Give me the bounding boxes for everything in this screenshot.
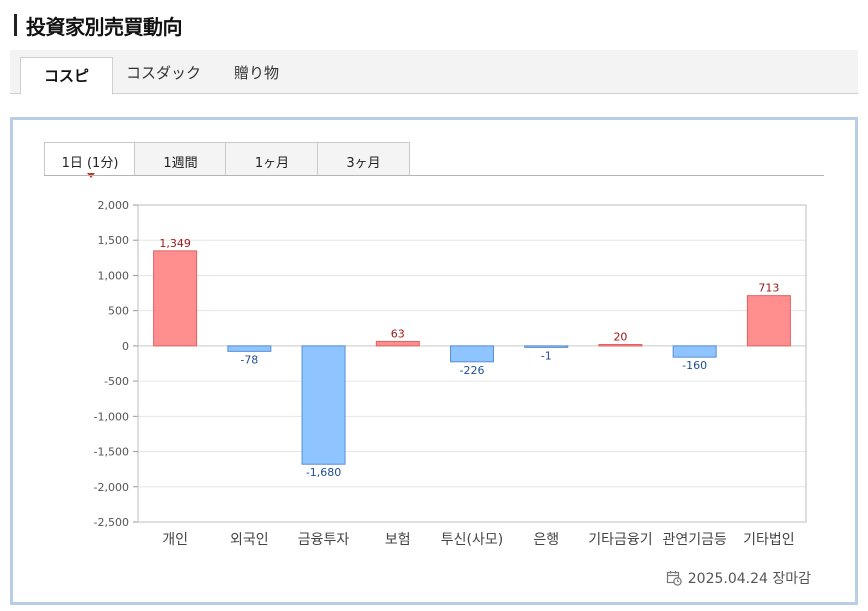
- section-title: 投資家別売買動向: [26, 14, 183, 39]
- data-label: -78: [240, 353, 258, 366]
- tab-gift[interactable]: 贈り物: [234, 64, 280, 82]
- chart-bars: [153, 250, 791, 465]
- data-label: 1,349: [159, 237, 191, 250]
- plot-area-border: [137, 204, 807, 523]
- x-axis: 개인 외국인 금융투자 보험 투신(사모) 은행 기타금융기 관연기금등 기타법인: [162, 532, 794, 548]
- x-tick-label: 은행: [533, 532, 559, 548]
- data-label: -1: [541, 349, 552, 362]
- data-label: -160: [682, 359, 707, 372]
- footer-timestamp: 2025.04.24 장마감: [666, 568, 811, 588]
- x-tick-label: 개인: [162, 532, 188, 548]
- data-label: -1,680: [306, 466, 341, 479]
- bar-1[interactable]: [153, 250, 198, 347]
- period-tab-underline: [44, 175, 824, 176]
- x-tick-label: 투신(사모): [441, 532, 503, 548]
- x-tick-label: 관연기금등: [662, 532, 727, 548]
- y-tick-label: -1,500: [94, 446, 129, 459]
- x-tick-label: 금융투자: [298, 532, 350, 548]
- y-axis: 2,000 1,500 1,000 500 0 -500 -1,000 -1,500 -2,00…: [94, 199, 138, 529]
- y-tick-label: -500: [104, 375, 129, 388]
- period-tab-1week[interactable]: 1週間: [134, 142, 227, 176]
- bar-7[interactable]: [598, 343, 643, 347]
- investor-bar-chart: 2,000 1,500 1,000 500 0 -500 -1,000 -1,500 -2,00…: [94, 199, 807, 548]
- data-label: 20: [613, 330, 627, 343]
- calendar-clock-icon: [666, 571, 682, 586]
- x-tick-label: 외국인: [230, 532, 269, 548]
- tab-kosdaq[interactable]: コスダック: [126, 64, 202, 82]
- period-tab-1month[interactable]: 1ヶ月: [225, 142, 319, 176]
- y-tick-label: 1,000: [98, 269, 130, 282]
- x-tick-label: 기타법인: [743, 532, 795, 548]
- bar-8[interactable]: [672, 345, 717, 358]
- y-tick-label: 2,000: [98, 199, 130, 212]
- y-tick-label: 500: [108, 305, 129, 318]
- period-tab-1day[interactable]: 1日 (1分): [44, 142, 136, 178]
- period-tab-3month[interactable]: 3ヶ月: [317, 142, 410, 176]
- tab-kospi[interactable]: コスピ: [20, 57, 113, 95]
- y-tick-label: -1,000: [94, 410, 129, 423]
- y-tick-label: 0: [122, 340, 129, 353]
- y-tick-label: -2,500: [94, 516, 129, 529]
- x-tick-label: 기타금융기: [588, 532, 652, 548]
- bar-5[interactable]: [450, 345, 494, 363]
- x-tick-label: 보험: [385, 532, 411, 548]
- section-header: 投資家別売買動向: [14, 10, 183, 40]
- bar-4[interactable]: [375, 340, 420, 347]
- y-tick-label: -2,000: [94, 481, 129, 494]
- chart-panel: 1日 (1分) 1週間 1ヶ月 3ヶ月 2,000 1,500 1,000 500 0 -…: [10, 117, 858, 605]
- data-labels: 1,349 -78 -1,680 63 -226 -1 20 -160 713: [159, 237, 779, 479]
- bar-9[interactable]: [746, 295, 791, 347]
- bar-3[interactable]: [301, 345, 346, 465]
- title-accent-bar: [14, 14, 17, 36]
- y-tick-label: 1,500: [98, 234, 130, 247]
- footer-date-text: 2025.04.24 장마감: [687, 571, 811, 587]
- period-tab-label: 1日 (1分): [61, 156, 119, 171]
- data-label: 713: [758, 282, 779, 295]
- bar-2[interactable]: [227, 345, 272, 352]
- market-tab-bar: コスピ コスダック 贈り物: [10, 50, 858, 95]
- data-label: -226: [460, 364, 485, 377]
- data-label: 63: [391, 327, 405, 340]
- bar-6[interactable]: [524, 345, 569, 348]
